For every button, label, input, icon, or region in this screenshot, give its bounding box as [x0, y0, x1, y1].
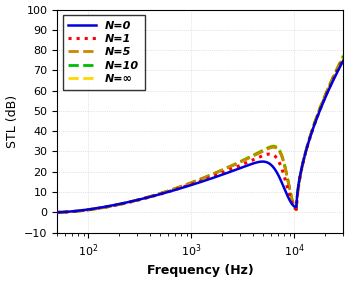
N=10: [105, 205, 109, 209]
N=10: [177, 185, 181, 189]
N=1: [305, 146, 309, 149]
N=10: [305, 145, 309, 149]
N=10: [336, 66, 340, 69]
Line: N=0: N=0: [57, 60, 343, 212]
N=5: [177, 185, 181, 189]
N=∞: [177, 185, 181, 189]
N=10: [165, 190, 169, 193]
Legend: N=0, N=1, N=5, N=10, N=∞: N=0, N=1, N=5, N=10, N=∞: [63, 15, 145, 89]
N=1: [177, 186, 181, 190]
N=5: [105, 205, 109, 209]
N=5: [341, 55, 346, 59]
N=5: [305, 146, 309, 149]
N=∞: [336, 65, 340, 68]
N=0: [177, 187, 181, 190]
Line: N=1: N=1: [57, 58, 343, 212]
N=∞: [55, 211, 59, 214]
X-axis label: Frequency (Hz): Frequency (Hz): [147, 264, 254, 277]
N=0: [341, 59, 346, 62]
N=1: [165, 190, 169, 194]
N=10: [88, 208, 92, 211]
N=∞: [305, 145, 309, 148]
Line: N=5: N=5: [57, 57, 343, 212]
N=0: [88, 207, 92, 211]
N=5: [88, 208, 92, 211]
N=10: [55, 211, 59, 214]
N=0: [305, 146, 309, 149]
N=5: [55, 211, 59, 214]
N=5: [336, 67, 340, 70]
Line: N=∞: N=∞: [57, 55, 343, 212]
N=10: [341, 55, 346, 58]
N=1: [341, 57, 346, 60]
Line: N=10: N=10: [57, 56, 343, 212]
N=0: [105, 205, 109, 208]
N=1: [105, 205, 109, 209]
Y-axis label: STL (dB): STL (dB): [6, 95, 18, 148]
N=1: [336, 68, 340, 71]
N=∞: [88, 208, 92, 211]
N=1: [55, 211, 59, 214]
N=∞: [341, 53, 346, 57]
N=5: [165, 190, 169, 193]
N=∞: [105, 205, 109, 209]
N=0: [165, 191, 169, 194]
N=∞: [165, 190, 169, 193]
N=1: [88, 208, 92, 211]
N=0: [336, 69, 340, 73]
N=0: [55, 211, 59, 214]
